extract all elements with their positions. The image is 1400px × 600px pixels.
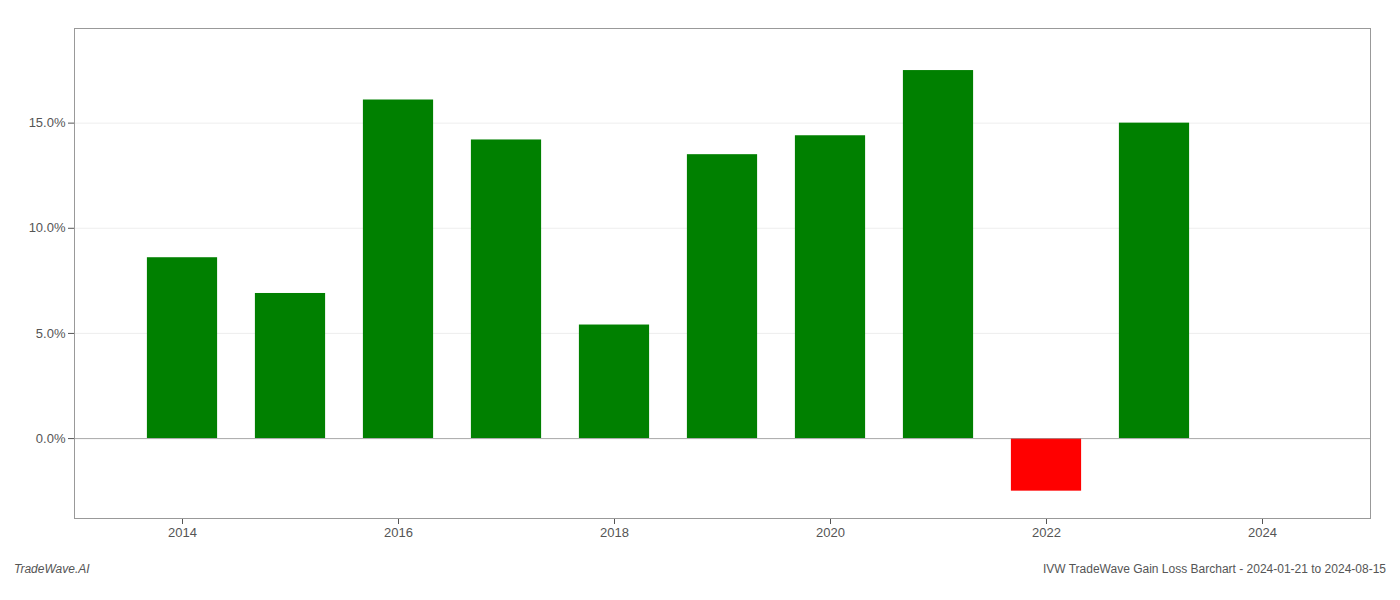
svg-text:0.0%: 0.0% <box>36 431 66 446</box>
svg-text:5.0%: 5.0% <box>36 326 66 341</box>
svg-text:2024: 2024 <box>1248 525 1277 540</box>
svg-text:15.0%: 15.0% <box>29 115 66 130</box>
svg-text:2018: 2018 <box>600 525 629 540</box>
html-text:TradeWave.AI: TradeWave.AI <box>14 562 90 576</box>
svg-text:2020: 2020 <box>816 525 845 540</box>
html-text:IVW TradeWave Gain Loss Barcha: IVW TradeWave Gain Loss Barchart - 2024-… <box>1042 562 1386 576</box>
svg-text:2022: 2022 <box>1032 525 1061 540</box>
svg-text:10.0%: 10.0% <box>29 220 66 235</box>
svg-text:2014: 2014 <box>168 525 197 540</box>
svg-text:2016: 2016 <box>384 525 413 540</box>
